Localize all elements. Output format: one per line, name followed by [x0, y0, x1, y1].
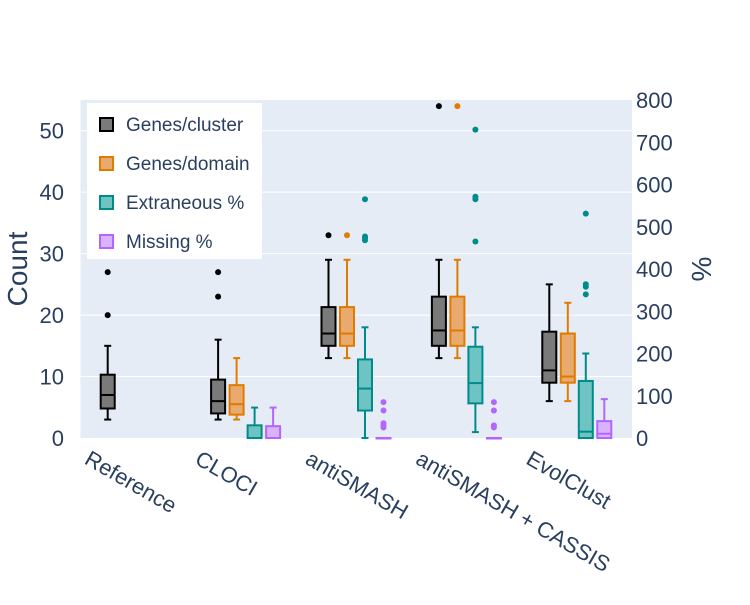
y-right-tick-label: 300 — [636, 299, 673, 324]
box — [559, 332, 576, 384]
y-right-tick-label: 500 — [636, 215, 673, 240]
y-right-tick-label: 200 — [636, 342, 673, 367]
box — [577, 379, 594, 439]
box — [265, 425, 282, 440]
outlier-point — [582, 291, 589, 298]
outlier-point — [490, 407, 497, 414]
outlier-point — [582, 210, 589, 217]
outlier-point — [472, 126, 479, 133]
y-left-tick-label: 40 — [40, 180, 64, 205]
outlier-point — [325, 232, 332, 239]
y-left-tick-label: 20 — [40, 303, 64, 328]
outlier-point — [582, 281, 589, 288]
y-left-tick-label: 50 — [40, 119, 64, 144]
y-right-tick-label: 400 — [636, 257, 673, 282]
y-right-tick-label: 600 — [636, 173, 673, 198]
y-left-tick-label: 10 — [40, 365, 64, 390]
outlier-point — [215, 269, 222, 276]
outlier-point — [454, 103, 461, 110]
x-tick-label: CLOCI — [191, 446, 262, 501]
x-tick-label: antiSMASH — [302, 446, 413, 525]
legend-label: Missing % — [126, 232, 213, 253]
y-left-tick-label: 30 — [40, 242, 64, 267]
legend-label: Extraneous % — [126, 193, 244, 214]
box — [210, 378, 227, 415]
y-right-tick-label: 700 — [636, 130, 673, 155]
box — [99, 373, 116, 410]
y-left-axis-title: Count — [2, 231, 33, 306]
legend-swatch — [99, 117, 114, 132]
outlier-point — [380, 420, 387, 427]
box — [430, 295, 447, 347]
outlier-point — [435, 103, 442, 110]
box — [339, 306, 355, 347]
x-tick-label: antiSMASH + CASSIS — [412, 446, 615, 577]
y-right-tick-label: 800 — [636, 88, 673, 113]
outlier-point — [104, 269, 111, 276]
legend-label: Genes/domain — [126, 154, 250, 175]
outlier-point — [472, 238, 479, 245]
box — [596, 420, 613, 440]
outlier-point — [490, 422, 497, 429]
outlier-point — [362, 233, 368, 240]
y-right-tick-label: 100 — [636, 384, 673, 409]
box — [467, 345, 484, 405]
x-tick-label: Reference — [81, 446, 181, 518]
legend-swatch — [99, 234, 114, 249]
legend-box — [87, 103, 262, 259]
y-right-tick-label: 0 — [636, 426, 648, 451]
outlier-point — [104, 312, 111, 319]
outlier-point — [362, 196, 368, 203]
legend-swatch — [99, 156, 114, 171]
box — [246, 424, 263, 440]
box — [357, 358, 373, 412]
outlier-point — [380, 399, 387, 406]
box — [320, 306, 337, 347]
box — [449, 295, 466, 347]
box — [541, 330, 558, 384]
outlier-point — [215, 293, 222, 300]
outlier-point — [490, 399, 497, 406]
outlier-point — [380, 407, 387, 414]
y-right-axis-title: % — [686, 257, 717, 282]
y-left-tick-label: 0 — [52, 426, 64, 451]
outlier-point — [344, 232, 350, 239]
legend-swatch — [99, 195, 114, 210]
outlier-point — [472, 193, 479, 200]
legend-label: Genes/cluster — [126, 115, 244, 136]
box — [228, 384, 245, 416]
x-tick-label: EvolClust — [522, 446, 615, 514]
